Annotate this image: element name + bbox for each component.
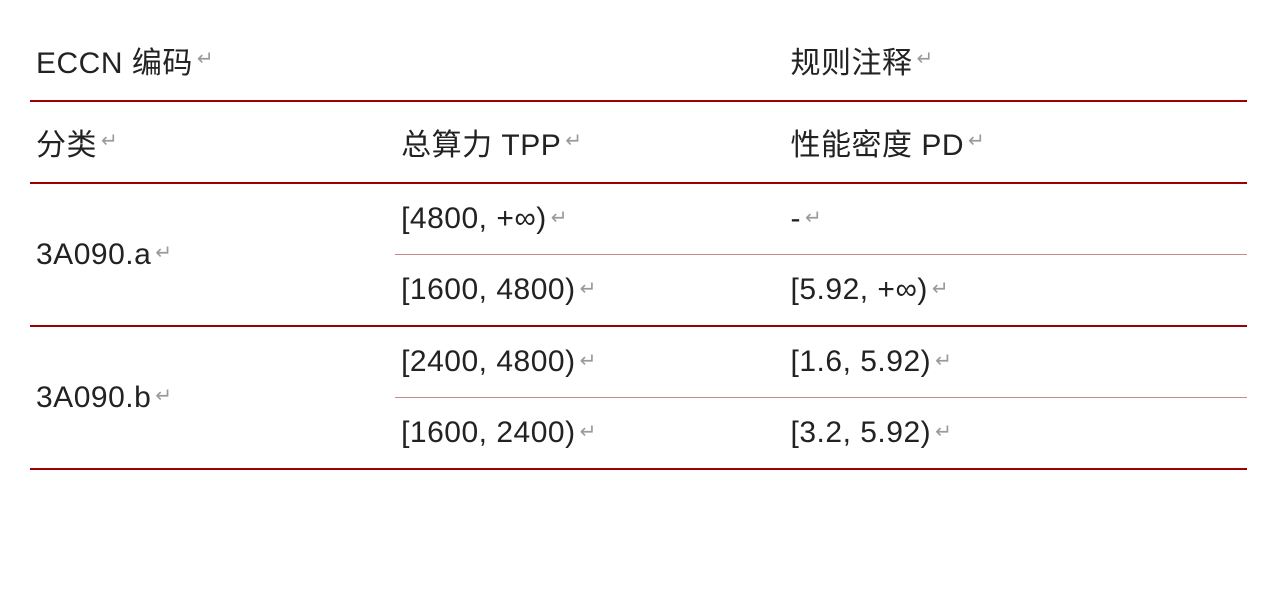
subheader-pd: 性能密度 PD xyxy=(791,120,965,164)
return-mark-icon: ↵ xyxy=(101,128,118,153)
header-eccn: ECCN 编码 xyxy=(36,38,193,82)
category-cell: 3A090.b xyxy=(36,381,151,415)
return-mark-icon: ↵ xyxy=(580,419,597,444)
return-mark-icon: ↵ xyxy=(580,348,597,373)
table-row: 3A090.b ↵ [2400, 4800) ↵ [1.6, 5.92) ↵ xyxy=(30,326,1247,398)
return-mark-icon: ↵ xyxy=(935,419,952,444)
return-mark-icon: ↵ xyxy=(565,128,582,153)
tpp-cell: [1600, 4800) xyxy=(401,273,575,307)
return-mark-icon: ↵ xyxy=(197,46,214,71)
table-subheader-row: 分类 ↵ 总算力 TPP ↵ 性能密度 PD ↵ xyxy=(30,101,1247,183)
table-row: 3A090.a ↵ [4800, +∞) ↵ - ↵ xyxy=(30,183,1247,255)
return-mark-icon: ↵ xyxy=(551,205,568,230)
return-mark-icon: ↵ xyxy=(935,348,952,373)
return-mark-icon: ↵ xyxy=(968,128,985,153)
tpp-cell: [1600, 2400) xyxy=(401,416,575,450)
return-mark-icon: ↵ xyxy=(155,383,172,408)
tpp-cell: [2400, 4800) xyxy=(401,345,575,379)
pd-cell: [5.92, +∞) xyxy=(791,273,928,307)
eccn-table: ECCN 编码 ↵ 规则注释 ↵ 分类 ↵ 总算力 TPP ↵ xyxy=(30,20,1247,470)
category-cell: 3A090.a xyxy=(36,238,151,272)
pd-cell: [3.2, 5.92) xyxy=(791,416,932,450)
return-mark-icon: ↵ xyxy=(932,276,949,301)
pd-cell: [1.6, 5.92) xyxy=(791,345,932,379)
header-rules: 规则注释 xyxy=(791,38,913,82)
return-mark-icon: ↵ xyxy=(580,276,597,301)
tpp-cell: [4800, +∞) xyxy=(401,202,547,236)
return-mark-icon: ↵ xyxy=(155,240,172,265)
return-mark-icon: ↵ xyxy=(917,46,934,71)
subheader-category: 分类 xyxy=(36,120,97,164)
subheader-tpp: 总算力 TPP xyxy=(401,120,561,164)
pd-cell: - xyxy=(791,202,802,236)
return-mark-icon: ↵ xyxy=(805,205,822,230)
table-header-row: ECCN 编码 ↵ 规则注释 ↵ xyxy=(30,20,1247,101)
